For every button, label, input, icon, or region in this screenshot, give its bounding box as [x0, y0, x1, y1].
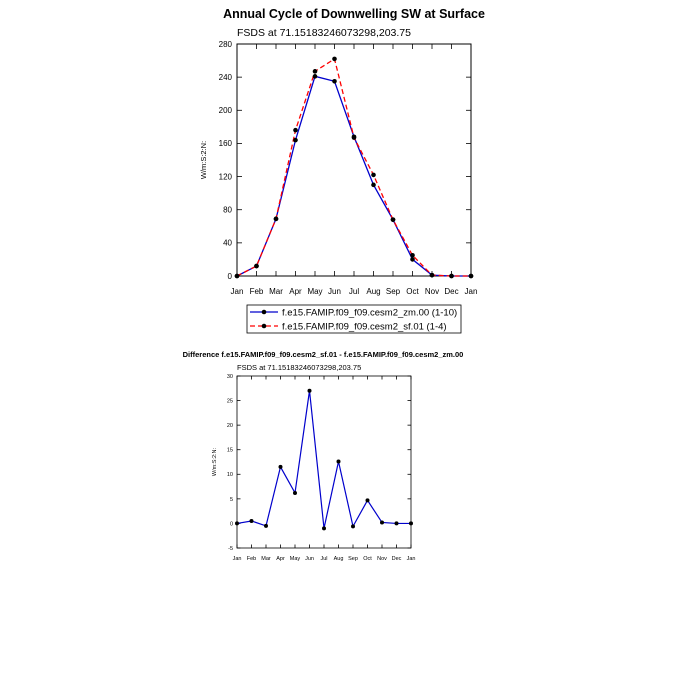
x-tick-label: Oct: [363, 556, 372, 562]
series-line-1: [236, 390, 411, 529]
data-point-series-2: [449, 273, 454, 279]
data-point-series-1: [351, 524, 355, 529]
chart-bottom-ylabel: W/m:S:2:N:: [212, 447, 218, 476]
x-tick-label: Sep: [386, 287, 401, 296]
y-tick-label: 120: [219, 172, 233, 181]
y-tick-label: -5: [228, 546, 233, 552]
x-tick-label: Jan: [231, 287, 244, 296]
x-tick-label: Jun: [328, 287, 341, 296]
x-tick-label: Jan: [233, 556, 242, 562]
y-tick-label: 30: [227, 374, 233, 380]
data-point-series-1: [312, 74, 318, 79]
data-point-series-1: [371, 182, 376, 188]
chart-top-ylabel: W/m:S:2:N:: [199, 141, 208, 179]
y-tick-label: 20: [227, 423, 233, 429]
x-tick-label: Mar: [261, 556, 271, 562]
chart-top-legend: f.e15.FAMIP.f09_f09.cesm2_zm.00 (1-10) f.…: [246, 304, 462, 334]
chart-bottom-subtitle: FSDS at 71.15183246073298,203.75: [237, 363, 361, 372]
x-tick-label: Jul: [320, 556, 327, 562]
legend-marker-1: [261, 309, 267, 315]
y-tick-label: 10: [227, 472, 233, 478]
data-point-series-1: [336, 459, 341, 464]
series-line-2: [236, 57, 471, 277]
y-tick-label: 0: [230, 521, 233, 527]
chart-top-subtitle: FSDS at 71.15183246073298,203.75: [237, 27, 411, 39]
chart-top-title: Annual Cycle of Downwelling SW at Surfac…: [223, 7, 485, 21]
x-tick-label: Sep: [348, 556, 358, 562]
data-point-series-2: [312, 69, 318, 74]
y-tick-label: 25: [227, 398, 233, 404]
y-tick-label: 160: [219, 139, 233, 148]
legend-box: [246, 304, 462, 334]
series-line-1: [236, 75, 471, 277]
x-tick-label: Mar: [269, 287, 283, 296]
plot-frame: [236, 43, 472, 277]
data-point-series-1: [293, 490, 297, 495]
y-tick-label: 40: [223, 239, 232, 248]
legend-marker-2: [261, 323, 267, 329]
x-tick-label: Nov: [377, 556, 387, 562]
data-point-series-1: [307, 388, 312, 393]
x-tick-label: Aug: [366, 287, 380, 296]
y-tick-label: 15: [227, 448, 233, 454]
data-point-series-2: [371, 172, 376, 178]
y-tick-label: 80: [223, 206, 232, 215]
y-tick-label: 240: [219, 73, 233, 82]
x-tick-label: Oct: [406, 287, 419, 296]
x-tick-label: Apr: [289, 287, 302, 296]
x-tick-label: May: [290, 556, 301, 562]
data-point-series-1: [380, 520, 384, 525]
data-point-series-1: [249, 518, 254, 523]
x-tick-label: Apr: [276, 556, 285, 562]
data-point-series-2: [254, 263, 259, 269]
x-tick-label: Dec: [444, 287, 458, 296]
data-point-series-1: [365, 498, 370, 503]
data-point-series-2: [429, 272, 435, 278]
chart-bottom: Difference f.e15.FAMIP.f09_f09.cesm2_sf.…: [183, 350, 464, 562]
data-point-series-2: [351, 135, 357, 140]
data-point-series-2: [234, 273, 240, 279]
x-tick-label: Nov: [425, 287, 439, 296]
legend-label-2: f.e15.FAMIP.f09_f09.cesm2_sf.01 (1-4): [282, 322, 447, 333]
data-point-series-1: [235, 521, 239, 526]
x-tick-label: May: [307, 287, 322, 296]
data-point-series-2: [332, 56, 337, 62]
x-tick-label: Dec: [392, 556, 402, 562]
data-point-series-1: [394, 521, 399, 526]
x-tick-label: Jul: [349, 287, 359, 296]
data-point-series-1: [332, 78, 337, 84]
x-tick-label: Feb: [247, 556, 256, 562]
x-tick-label: Jan: [407, 556, 416, 562]
x-tick-label: Feb: [250, 287, 264, 296]
chart-top: Annual Cycle of Downwelling SW at Surfac…: [199, 7, 485, 334]
x-tick-label: Aug: [334, 556, 344, 562]
data-point-series-1: [322, 526, 326, 531]
data-point-series-2: [293, 127, 298, 133]
data-point-series-2: [410, 252, 415, 258]
y-tick-label: 280: [219, 40, 233, 49]
data-point-series-2: [390, 217, 396, 222]
x-tick-label: Jan: [465, 287, 478, 296]
chart-bottom-title: Difference f.e15.FAMIP.f09_f09.cesm2_sf.…: [183, 350, 464, 359]
data-point-series-1: [409, 521, 413, 526]
data-point-series-1: [293, 137, 298, 143]
y-tick-label: 200: [219, 106, 233, 115]
data-point-series-2: [468, 273, 474, 279]
x-tick-label: Jun: [305, 556, 314, 562]
data-point-series-2: [273, 216, 279, 222]
data-point-series-1: [278, 464, 283, 469]
y-tick-label: 0: [228, 272, 233, 281]
legend-label-1: f.e15.FAMIP.f09_f09.cesm2_zm.00 (1-10): [282, 308, 457, 319]
data-point-series-1: [264, 523, 268, 528]
y-tick-label: 5: [230, 497, 233, 503]
data-point-series-1: [410, 257, 415, 262]
